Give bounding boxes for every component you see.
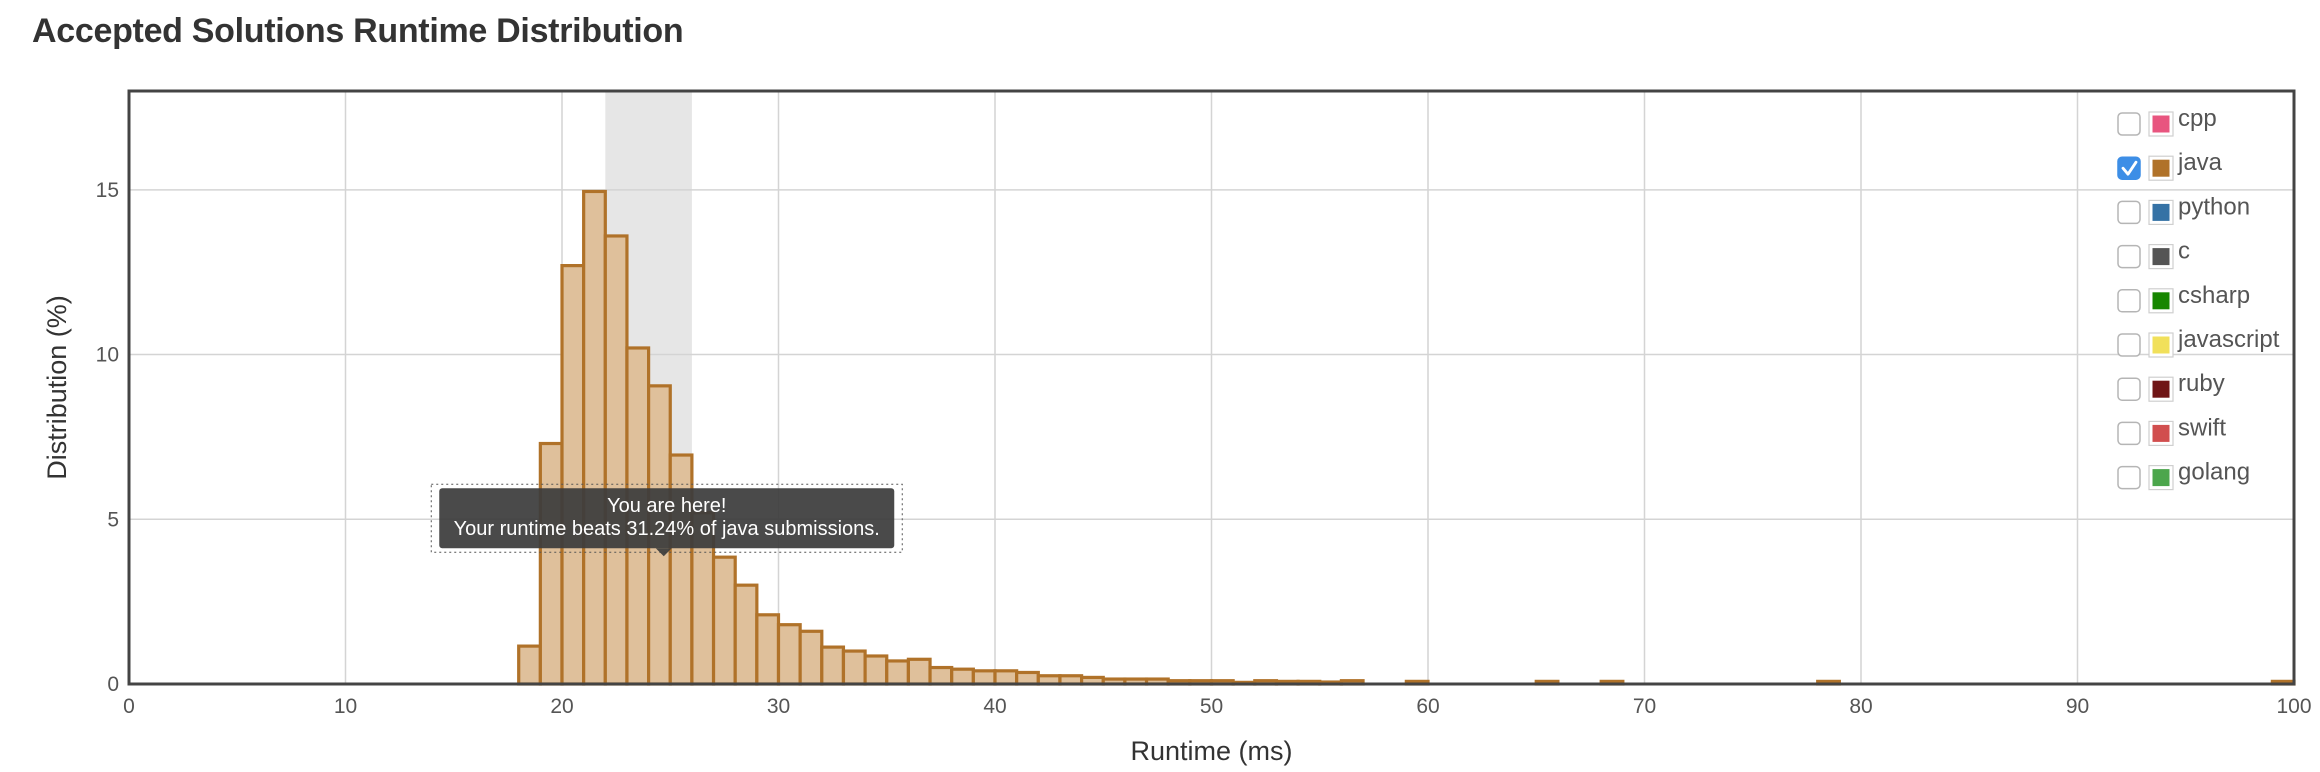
- x-tick-label: 50: [1200, 695, 1223, 718]
- bar: [971, 669, 997, 686]
- x-tick-label: 70: [1633, 695, 1656, 718]
- y-tick-label: 5: [107, 508, 119, 531]
- x-tick-label: 90: [2066, 695, 2089, 718]
- tick-labels: 0 10 20 30 40 50 60 70 80 90 100 0 5 10 15: [96, 179, 2312, 718]
- legend-swatch: [2152, 248, 2170, 266]
- checkmark-icon: [2121, 160, 2138, 176]
- legend-item-golang[interactable]: golang: [2117, 459, 2250, 491]
- bar: [711, 555, 737, 686]
- bar: [906, 657, 932, 686]
- bar: [755, 613, 781, 686]
- plot-frame: [127, 89, 2296, 686]
- legend-swatch: [2152, 424, 2170, 442]
- y-tick-label: 10: [96, 344, 119, 367]
- x-axis-label: Runtime (ms): [1130, 736, 1292, 766]
- tooltip-outline: [430, 483, 903, 553]
- x-tick-label: 10: [334, 695, 357, 718]
- legend-checkbox[interactable]: [2117, 244, 2141, 269]
- legend-item-java[interactable]: java: [2117, 149, 2223, 181]
- legend-item-c[interactable]: c: [2117, 238, 2190, 270]
- bar: [841, 649, 867, 686]
- legend-checkbox[interactable]: [2117, 333, 2141, 357]
- legend-checkbox[interactable]: [2117, 289, 2141, 313]
- y-axis-label: Distribution (%): [42, 295, 72, 480]
- bar: [1015, 670, 1040, 686]
- legend-swatch: [2152, 292, 2170, 310]
- legend-swatch: [2152, 115, 2170, 133]
- legend-checkbox[interactable]: [2117, 377, 2141, 401]
- runtime-tooltip: You are here!Your runtime beats 31.24% o…: [430, 483, 903, 557]
- legend-checkbox[interactable]: [2117, 156, 2141, 180]
- bar: [993, 669, 1019, 686]
- bar: [560, 264, 586, 686]
- legend-swatch: [2152, 336, 2170, 354]
- tooltip-pointer: [655, 548, 672, 557]
- y-tick-label: 0: [107, 673, 119, 696]
- legend-item-javascript[interactable]: javascript: [2117, 326, 2280, 358]
- bar: [538, 441, 564, 686]
- bar: [603, 234, 629, 686]
- bar: [582, 189, 607, 686]
- bar: [950, 667, 975, 686]
- bar: [733, 583, 759, 686]
- tooltip-line-2: Your runtime beats 31.24% of java submis…: [454, 518, 880, 540]
- bar: [798, 629, 824, 686]
- x-tick-label: 30: [767, 695, 790, 718]
- legend-swatch: [2152, 380, 2170, 398]
- legend-swatch: [2152, 469, 2170, 487]
- x-tick-label: 40: [983, 695, 1006, 718]
- bar: [517, 644, 542, 686]
- legend-checkbox[interactable]: [2117, 421, 2141, 446]
- legend-swatch: [2152, 203, 2170, 221]
- x-tick-label: 60: [1416, 695, 1439, 718]
- x-tick-label: 100: [2276, 695, 2311, 718]
- legend-label: java: [2177, 149, 2223, 176]
- bar: [928, 665, 954, 686]
- legend-item-swift[interactable]: swift: [2117, 414, 2226, 446]
- legend-label: ruby: [2178, 370, 2225, 397]
- legend-label: c: [2178, 238, 2190, 265]
- legend-checkbox[interactable]: [2117, 465, 2141, 490]
- legend-item-csharp[interactable]: csharp: [2117, 282, 2250, 314]
- tooltip-line-1: You are here!: [607, 495, 726, 517]
- legend: cpp java python c csharp javascript ruby swift g…: [2117, 105, 2280, 491]
- legend-checkbox[interactable]: [2117, 200, 2141, 225]
- bar: [776, 623, 802, 686]
- bar: [820, 645, 846, 686]
- legend-item-python[interactable]: python: [2117, 193, 2250, 225]
- legend-label: python: [2178, 193, 2250, 220]
- bar: [885, 659, 910, 686]
- legend-item-ruby[interactable]: ruby: [2117, 370, 2225, 402]
- legend-label: cpp: [2178, 105, 2217, 132]
- legend-label: swift: [2178, 414, 2226, 441]
- x-tick-label: 80: [1849, 695, 1872, 718]
- tooltip-box: [439, 488, 895, 549]
- x-tick-label: 20: [550, 695, 573, 718]
- legend-swatch: [2152, 159, 2170, 177]
- y-tick-label: 15: [96, 179, 119, 202]
- legend-label: golang: [2178, 459, 2250, 486]
- legend-item-cpp[interactable]: cpp: [2117, 105, 2217, 137]
- legend-label: csharp: [2178, 282, 2250, 309]
- legend-checkbox[interactable]: [2117, 112, 2141, 136]
- legend-label: javascript: [2177, 326, 2280, 353]
- x-tick-label: 0: [123, 695, 135, 718]
- page-title: Accepted Solutions Runtime Distribution: [32, 12, 684, 50]
- bar: [863, 654, 889, 686]
